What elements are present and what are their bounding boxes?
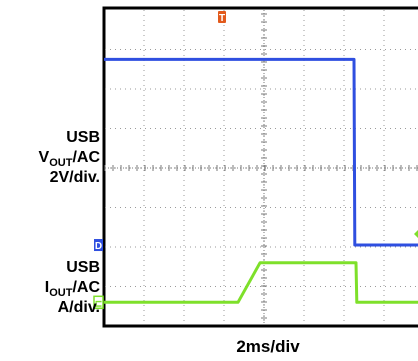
trigger-marker-text: T [219,13,225,24]
current-ground-marker-box [93,295,104,310]
voltage-ground-marker: D [94,239,103,252]
current-label-suffix: /AC [72,279,100,296]
voltage-label-suffix: /AC [72,149,100,166]
current-label-line2: IOUT/AC [44,278,100,300]
voltage-scale-label: 2V/div. [49,169,100,186]
voltage-trace [104,57,418,247]
trigger-marker: T [218,11,226,24]
plot-grid [104,10,418,325]
current-label-line1: USB [66,259,100,276]
voltage-label-sub: OUT [49,157,73,170]
current-channel-label: USB IOUT/AC A/div. [0,258,100,318]
x-axis-label: 2ms/div [236,337,300,356]
current-label-sub: OUT [49,287,73,300]
current-label-main: I [44,279,50,296]
current-trace [104,261,418,304]
voltage-channel-label: USB VOUT/AC 2V/div. [0,128,100,188]
current-ground-marker-text: ⊏ [95,298,103,308]
current-scale-label: A/div. [57,299,100,316]
plot-frame [102,6,418,328]
trigger-marker-bg [218,11,226,23]
current-ground-marker: ⊏ [93,295,104,310]
voltage-label-main: V [38,149,50,166]
voltage-ground-marker-bg [94,239,103,252]
voltage-ground-marker-text: D [95,241,102,252]
plot-traces [104,57,418,304]
voltage-label-line1: USB [66,129,100,146]
current-offset-arrow [414,230,418,238]
voltage-label-line2: VOUT/AC [38,148,100,170]
plot-markers: T D ⊏ [93,11,418,310]
